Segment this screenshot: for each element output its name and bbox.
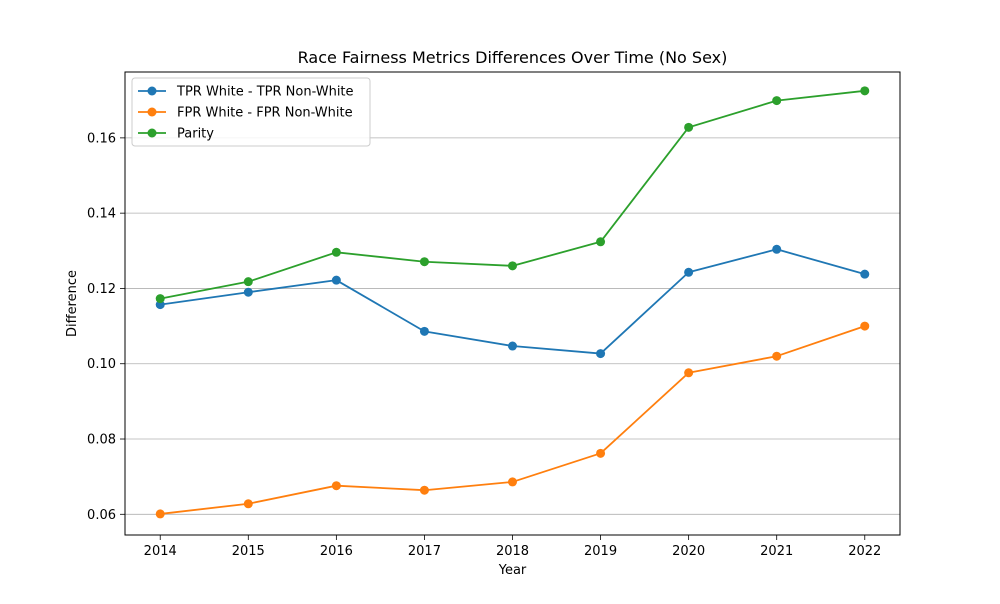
legend-marker-2 (147, 107, 157, 117)
data-point-series-3 (508, 261, 517, 271)
y-tick-label: 0.08 (87, 433, 116, 448)
series-layer (155, 86, 870, 519)
data-point-series-2 (684, 368, 694, 378)
legend-box (131, 77, 371, 147)
x-tick-label: 2022 (848, 544, 881, 559)
x-tick-label: 2019 (584, 544, 617, 559)
data-point-series-1 (243, 287, 253, 297)
y-axis-label: Difference (65, 270, 80, 337)
data-point-series-3 (243, 277, 253, 287)
data-point-series-2 (243, 499, 253, 509)
data-point-series-1 (684, 267, 694, 277)
y-axis: 0.06 0.08 0.10 0.12 0.14 0.16 (87, 131, 125, 523)
x-axis-label: Year (498, 563, 527, 578)
data-point-series-3 (684, 122, 694, 132)
data-point-series-3 (331, 247, 341, 257)
legend-label-3: Parity (177, 127, 214, 142)
x-tick-label: 2016 (320, 544, 353, 559)
x-tick-label: 2015 (232, 544, 265, 559)
data-point-series-2 (772, 351, 782, 361)
grid-lines (125, 137, 900, 515)
data-point-series-3 (860, 86, 870, 96)
data-point-series-1 (596, 349, 606, 359)
legend-label-2: FPR White - FPR Non-White (177, 106, 353, 121)
y-tick-label: 0.16 (87, 131, 116, 146)
data-point-series-1 (419, 326, 429, 336)
x-tick-label: 2014 (144, 544, 177, 559)
data-point-series-3 (155, 294, 165, 304)
data-point-series-1 (508, 341, 517, 351)
y-tick-label: 0.06 (87, 508, 116, 523)
data-point-series-2 (596, 448, 606, 458)
legend-label-1: TPR White - TPR Non-White (176, 85, 354, 100)
legend-marker-3 (147, 128, 157, 138)
data-point-series-2 (860, 321, 870, 331)
x-tick-label: 2018 (496, 544, 529, 559)
data-point-series-2 (155, 509, 165, 519)
y-tick-label: 0.14 (87, 207, 116, 222)
data-point-series-2 (419, 485, 429, 495)
data-point-series-2 (508, 477, 517, 487)
legend-marker-1 (147, 86, 157, 96)
x-tick-label: 2017 (408, 544, 441, 559)
y-tick-label: 0.10 (87, 357, 116, 372)
data-point-series-1 (860, 269, 870, 279)
data-point-series-3 (772, 96, 782, 106)
data-point-series-3 (596, 237, 606, 247)
data-point-series-3 (419, 257, 429, 267)
x-tick-label: 2020 (672, 544, 705, 559)
data-point-series-2 (331, 481, 341, 491)
data-point-series-1 (331, 275, 341, 285)
data-point-series-1 (772, 244, 782, 254)
y-tick-label: 0.12 (87, 282, 116, 297)
x-axis: 2014 2015 2016 2017 2018 2019 2020 2021 2022 (144, 535, 881, 559)
x-tick-label: 2021 (760, 544, 793, 559)
chart-title: Race Fairness Metrics Differences Over T… (298, 48, 728, 67)
legend: TPR White - TPR Non-White FPR White - FPR… (131, 77, 371, 147)
